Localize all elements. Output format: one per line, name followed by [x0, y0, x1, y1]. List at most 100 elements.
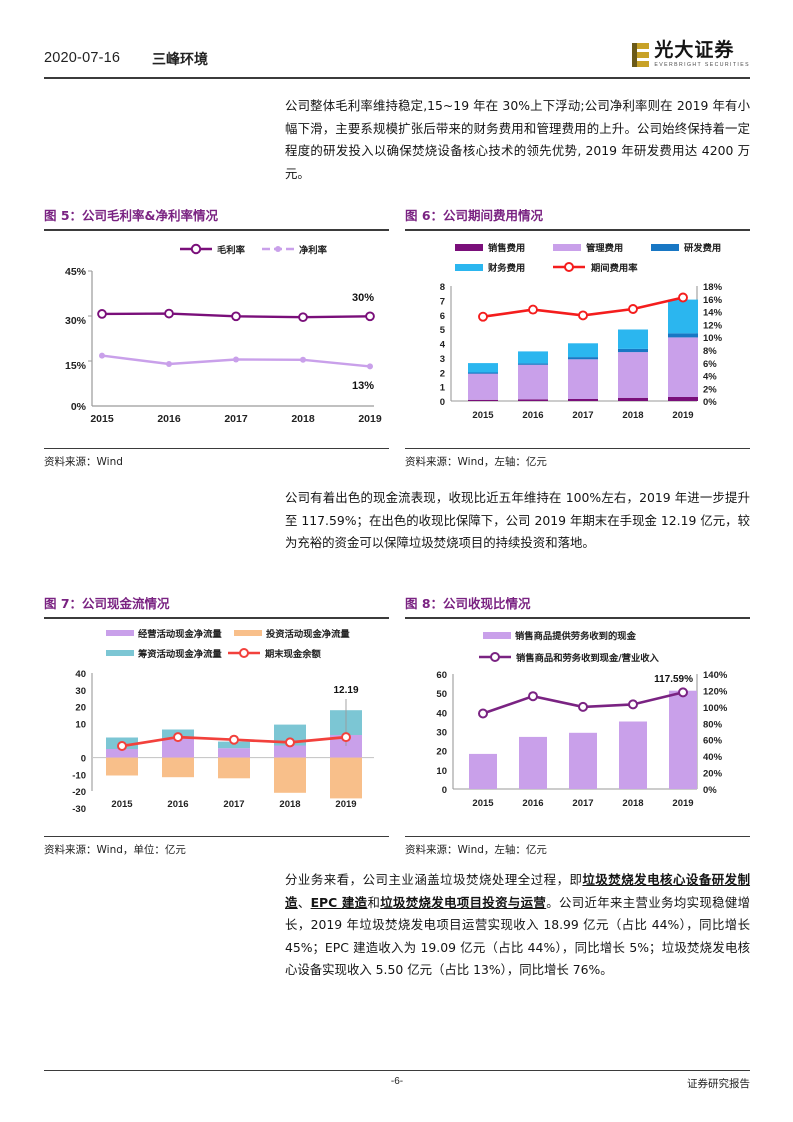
svg-text:2018: 2018 — [622, 410, 643, 421]
figure-8-legend-label-0: 销售商品提供劳务收到的现金 — [515, 630, 637, 642]
svg-text:0: 0 — [81, 753, 86, 764]
figure-7-bars — [106, 709, 362, 798]
figure-7-source-divider — [44, 835, 389, 837]
svg-text:40: 40 — [75, 669, 86, 680]
figure-8-plot: 销售商品提供劳务收到的现金 销售商品和劳务收到现金/营业收入 60 50 40 … — [405, 618, 750, 836]
figure-5-x-ticks: 2015 2016 2017 2018 2019 — [90, 413, 382, 425]
svg-text:-30: -30 — [72, 804, 86, 815]
figure-8-bar-2017 — [569, 732, 597, 789]
svg-text:0: 0 — [440, 397, 445, 408]
figure-8-source-divider — [405, 835, 750, 837]
svg-text:0: 0 — [442, 785, 447, 796]
svg-text:2017: 2017 — [223, 799, 244, 810]
svg-text:12%: 12% — [703, 320, 723, 331]
figure-8-bars — [469, 690, 697, 789]
figure-6-legend-label-1: 管理费用 — [586, 242, 623, 254]
figure-6-legend: 销售费用 管理费用 研发费用 财务费用 期间费用率 — [455, 242, 721, 274]
figure-7-annotation-ending-cash: 12.19 — [333, 685, 358, 696]
page-footer: -6- 证券研究报告 — [44, 1070, 750, 1094]
svg-text:4%: 4% — [703, 371, 717, 382]
figure-8-title-divider — [405, 617, 750, 619]
figure-5-plot: 毛利率 净利率 45% 30% 15% 0% — [44, 230, 389, 448]
svg-text:10: 10 — [436, 765, 447, 776]
svg-text:7: 7 — [440, 296, 445, 307]
page-header: 2020-07-16 三峰环境 光大证券 EVERBRIGHT SECURITI… — [44, 41, 750, 82]
figure-8-title: 图 8：公司收现比情况 — [405, 596, 531, 611]
figure-8-bar-2018 — [619, 721, 647, 789]
segment-sep-2: 和 — [367, 894, 381, 910]
figure-6-plot: 销售费用 管理费用 研发费用 财务费用 期间费用率 8 7 — [405, 230, 750, 448]
svg-text:40%: 40% — [703, 752, 723, 763]
svg-text:-10: -10 — [72, 770, 86, 781]
svg-text:2019: 2019 — [335, 799, 356, 810]
figure-8: 图 8：公司收现比情况 销售商品提供劳务收到的现金 销售商品和劳务收到现金/营业… — [405, 596, 750, 857]
figure-5-source-divider — [44, 447, 389, 449]
everbright-logo: 光大证券 EVERBRIGHT SECURITIES — [632, 38, 750, 72]
figure-5-annotation-gross: 30% — [352, 292, 374, 304]
svg-text:2: 2 — [440, 368, 445, 379]
figure-5: 图 5：公司毛利率&净利率情况 毛利率 净利率 45% 30% — [44, 208, 389, 469]
figure-8-y-ticks: 60 50 40 30 20 10 0 — [436, 670, 447, 796]
header-divider — [44, 77, 750, 79]
figure-5-source: 资料来源：Wind — [44, 455, 123, 468]
svg-text:2017: 2017 — [572, 410, 593, 421]
svg-text:5: 5 — [440, 325, 446, 336]
segment-bold-operation: 垃圾焚烧发电项目投资与运营 — [380, 894, 547, 910]
figure-6-title-divider — [405, 229, 750, 231]
segment-lead: 分业务来看，公司主业涵盖垃圾焚烧处理全过程，即 — [285, 872, 583, 887]
figure-5-annotation-net: 13% — [352, 380, 374, 392]
svg-text:4: 4 — [440, 339, 446, 350]
figure-5-legend-label-0: 毛利率 — [217, 244, 246, 256]
svg-text:8: 8 — [440, 282, 445, 293]
figure-7-x-ticks: 2015 2016 2017 2018 2019 — [111, 799, 356, 810]
svg-text:60%: 60% — [703, 735, 723, 746]
svg-text:100%: 100% — [703, 702, 728, 713]
svg-text:2018: 2018 — [622, 798, 643, 809]
figure-7-plot: 经营活动现金净流量 投资活动现金净流量 筹资活动现金净流量 期末现金余额 40 … — [44, 618, 389, 836]
svg-text:2015: 2015 — [472, 798, 494, 809]
figure-7-y-ticks: 40 30 20 10 0 -10 -20 -30 — [72, 669, 86, 815]
svg-text:14%: 14% — [703, 307, 723, 318]
figure-6-source: 资料来源：Wind，左轴：亿元 — [405, 455, 547, 468]
svg-text:0%: 0% — [71, 401, 87, 413]
svg-text:20%: 20% — [703, 768, 723, 779]
svg-text:3: 3 — [440, 353, 445, 364]
logo-mark-icon — [632, 43, 650, 67]
figure-7-legend: 经营活动现金净流量 投资活动现金净流量 筹资活动现金净流量 期末现金余额 — [106, 628, 350, 660]
svg-text:50: 50 — [436, 689, 447, 700]
figure-7-legend-label-3: 期末现金余额 — [265, 648, 321, 660]
svg-text:-20: -20 — [72, 787, 86, 798]
figure-6-y-ticks: 8 7 6 5 4 3 2 1 0 — [440, 282, 446, 408]
paragraph-margins: 公司整体毛利率维持稳定,15~19 年在 30%上下浮动;公司净利率则在 201… — [285, 98, 750, 181]
figure-5-legend-label-1: 净利率 — [299, 244, 328, 256]
figure-8-legend-label-1: 销售商品和劳务收到现金/营业收入 — [516, 652, 660, 664]
svg-text:2015: 2015 — [111, 799, 133, 810]
svg-text:20: 20 — [436, 746, 447, 757]
figure-6-legend-label-0: 销售费用 — [488, 242, 525, 254]
svg-text:2015: 2015 — [90, 413, 114, 425]
figure-6-bar-2016 — [518, 350, 548, 401]
svg-text:20: 20 — [75, 702, 86, 713]
company-name: 三峰环境 — [152, 52, 208, 68]
figure-6: 图 6：公司期间费用情况 销售费用 管理费用 研发费用 财务费用 期间费用率 — [405, 208, 750, 469]
figure-7-legend-label-2: 筹资活动现金净流量 — [138, 648, 222, 660]
svg-text:2017: 2017 — [572, 798, 593, 809]
svg-text:6%: 6% — [703, 358, 717, 369]
figure-6-legend-label-2: 研发费用 — [684, 242, 721, 254]
figure-5-title: 图 5：公司毛利率&净利率情况 — [44, 208, 218, 223]
svg-text:16%: 16% — [703, 294, 723, 305]
figure-7: 图 7：公司现金流情况 经营活动现金净流量 投资活动现金净流量 筹资活动现金净流… — [44, 596, 389, 857]
figure-5-y-ticks: 45% 30% 15% 0% — [65, 266, 92, 413]
svg-text:30: 30 — [436, 727, 447, 738]
svg-text:30%: 30% — [65, 315, 87, 327]
figure-7-source: 资料来源：Wind，单位：亿元 — [44, 843, 186, 856]
svg-text:30: 30 — [75, 685, 86, 696]
logo-text-en: EVERBRIGHT SECURITIES — [654, 62, 750, 69]
figure-7-bar-2019 — [330, 709, 362, 798]
report-date: 2020-07-16 — [44, 50, 121, 66]
figure-8-x-ticks: 2015 2016 2017 2018 2019 — [472, 798, 693, 809]
figure-7-bar-2018 — [274, 724, 306, 793]
figure-7-title: 图 7：公司现金流情况 — [44, 596, 170, 611]
svg-text:0%: 0% — [703, 785, 717, 796]
